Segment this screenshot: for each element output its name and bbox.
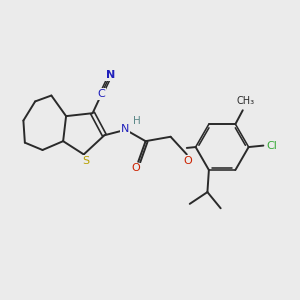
Text: O: O — [131, 163, 140, 173]
Text: O: O — [183, 156, 192, 166]
Text: Cl: Cl — [266, 141, 277, 151]
Text: N: N — [106, 70, 115, 80]
Text: H: H — [133, 116, 141, 126]
Text: C: C — [98, 89, 105, 99]
Text: S: S — [82, 156, 90, 166]
Text: N: N — [121, 124, 129, 134]
Text: CH₃: CH₃ — [237, 96, 255, 106]
